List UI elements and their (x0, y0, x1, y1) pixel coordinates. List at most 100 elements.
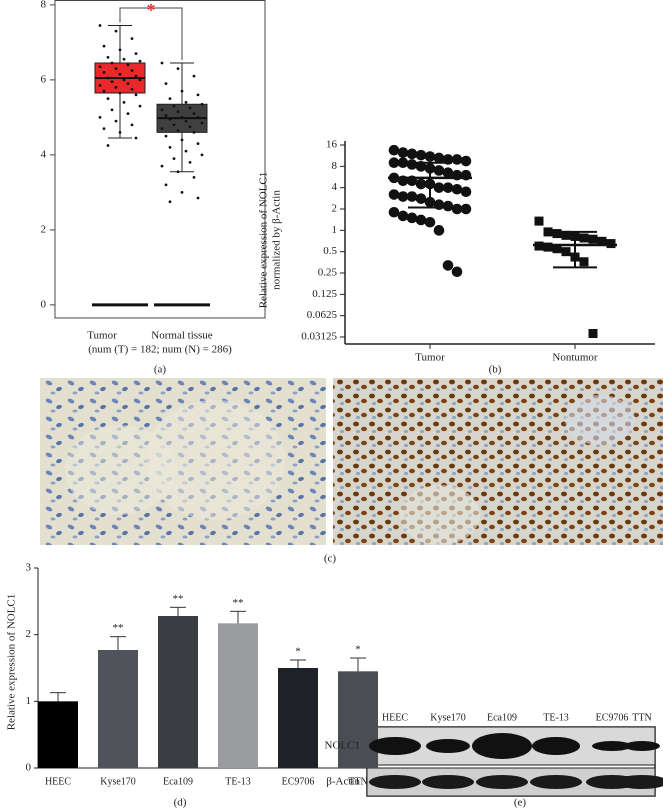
point (130, 69, 134, 72)
lane-label: Kyse170 (430, 712, 466, 723)
point (122, 100, 126, 104)
point (588, 329, 598, 339)
y-axis-label: normalized by β-Actin (271, 190, 283, 290)
x-tick-label: Tumor (415, 352, 445, 364)
point (196, 142, 200, 146)
point (606, 239, 616, 249)
point (98, 24, 102, 27)
point (397, 210, 409, 222)
point (388, 157, 400, 169)
point (406, 159, 418, 170)
y-tick-label: 3 (26, 562, 32, 574)
point (451, 154, 463, 165)
significance-mark: ** (113, 622, 124, 634)
point (160, 61, 164, 65)
lane-label: Eca109 (487, 712, 517, 723)
band (369, 737, 421, 755)
point (397, 147, 409, 158)
point (451, 266, 463, 278)
micrographs (40, 378, 663, 545)
plot-frame (54, 0, 266, 319)
y-tick-label: 1 (332, 224, 338, 236)
point (579, 257, 589, 267)
point (102, 89, 106, 93)
point (451, 183, 463, 195)
point (172, 123, 176, 127)
point (442, 260, 454, 271)
point (415, 193, 427, 204)
y-tick-label: 0.0625 (307, 309, 338, 321)
lane-label: HEEC (382, 712, 408, 723)
y-tick-label: 4 (41, 148, 47, 160)
point (415, 149, 427, 161)
lane-label: TTN (632, 712, 651, 723)
panel-label: (d) (174, 797, 187, 809)
point (126, 63, 130, 67)
point (433, 152, 445, 164)
point (160, 127, 164, 131)
significance-mark: * (355, 644, 361, 656)
point (180, 138, 184, 142)
y-tick-label: 0.25 (318, 267, 338, 279)
point (168, 145, 172, 149)
point (106, 144, 110, 147)
point (110, 61, 114, 65)
point (180, 190, 184, 194)
point (122, 57, 126, 61)
y-tick-label: 2 (332, 203, 338, 215)
point (126, 112, 130, 116)
point (180, 115, 184, 119)
point (188, 160, 192, 164)
point (188, 125, 192, 129)
tissue-region (65, 425, 175, 515)
significance-mark: ** (233, 597, 244, 609)
point (188, 106, 192, 110)
panel-label: (e) (514, 797, 527, 809)
row-label: β-Actin (326, 776, 360, 788)
point (588, 234, 598, 244)
panel-label: (c) (324, 553, 337, 565)
point (102, 44, 106, 48)
point (579, 233, 589, 243)
y-axis-label: Relative expression of NOLC1 (258, 172, 270, 309)
point (134, 136, 138, 140)
band (624, 741, 660, 751)
lane-label: TE-13 (543, 712, 569, 723)
point (196, 115, 200, 119)
point (168, 97, 172, 101)
y-tick-label: 0 (26, 762, 32, 774)
point (460, 186, 472, 198)
point (114, 85, 118, 89)
point (160, 164, 164, 168)
bar (278, 668, 318, 768)
point (106, 76, 110, 80)
lane-label: EC9706 (596, 712, 629, 723)
point (552, 229, 562, 239)
x-tick-label: Kyse170 (100, 776, 136, 787)
x-tick-label: Eca109 (163, 776, 193, 787)
point (118, 91, 122, 95)
point (168, 117, 172, 121)
bar (338, 671, 378, 768)
bar (158, 616, 198, 768)
point (442, 167, 454, 179)
band (472, 733, 532, 759)
stroma-region (565, 395, 635, 445)
point (164, 134, 168, 138)
bar (38, 701, 78, 768)
point (460, 155, 472, 167)
point (138, 59, 142, 63)
point (134, 74, 138, 78)
point (543, 227, 553, 237)
point (433, 165, 445, 176)
point (102, 70, 106, 74)
point (106, 55, 110, 59)
y-tick-label: 0.5 (323, 245, 337, 257)
point (176, 129, 180, 132)
point (192, 130, 196, 134)
point (388, 189, 400, 200)
point (114, 119, 118, 123)
bar (98, 650, 138, 768)
bar (218, 623, 258, 768)
point (138, 78, 142, 82)
